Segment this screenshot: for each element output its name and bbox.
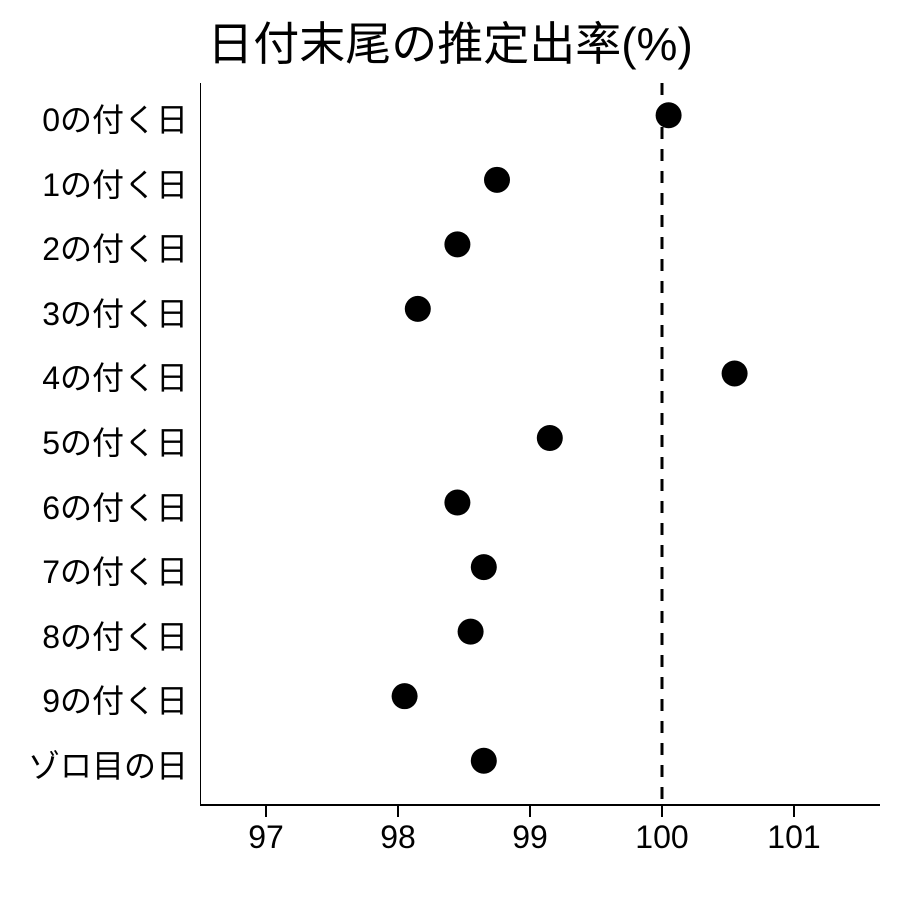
plot-svg — [200, 75, 880, 850]
y-tick-label: 5の付く日 — [42, 418, 188, 464]
chart-container: 日付末尾の推定出率(%) 0の付く日 1の付く日 2の付く日 3の付く日 4の付く日 5の… — [0, 0, 900, 900]
data-point — [444, 490, 470, 516]
y-tick-label: 0の付く日 — [42, 95, 188, 141]
y-tick-label: 9の付く日 — [42, 676, 188, 722]
y-tick-label: 1の付く日 — [42, 160, 188, 206]
data-point — [392, 683, 418, 709]
data-point — [484, 167, 510, 193]
x-tick-label: 98 — [358, 819, 438, 856]
y-tick-label: ゾロ目の日 — [28, 741, 188, 787]
x-tick-label: 99 — [490, 819, 570, 856]
data-point — [722, 360, 748, 386]
x-tick-label: 100 — [622, 819, 702, 856]
data-point — [537, 425, 563, 451]
data-point — [471, 748, 497, 774]
y-tick-label: 4の付く日 — [42, 353, 188, 399]
data-point — [444, 231, 470, 257]
data-point — [405, 296, 431, 322]
data-point — [458, 619, 484, 645]
y-tick-label: 2の付く日 — [42, 224, 188, 270]
x-tick-label: 97 — [226, 819, 306, 856]
x-tick-label: 101 — [754, 819, 834, 856]
data-point — [471, 554, 497, 580]
y-tick-label: 6の付く日 — [42, 483, 188, 529]
data-point — [656, 102, 682, 128]
y-tick-label: 3の付く日 — [42, 289, 188, 335]
y-tick-label: 8の付く日 — [42, 612, 188, 658]
y-tick-label: 7の付く日 — [42, 547, 188, 593]
chart-title: 日付末尾の推定出率(%) — [0, 8, 900, 74]
